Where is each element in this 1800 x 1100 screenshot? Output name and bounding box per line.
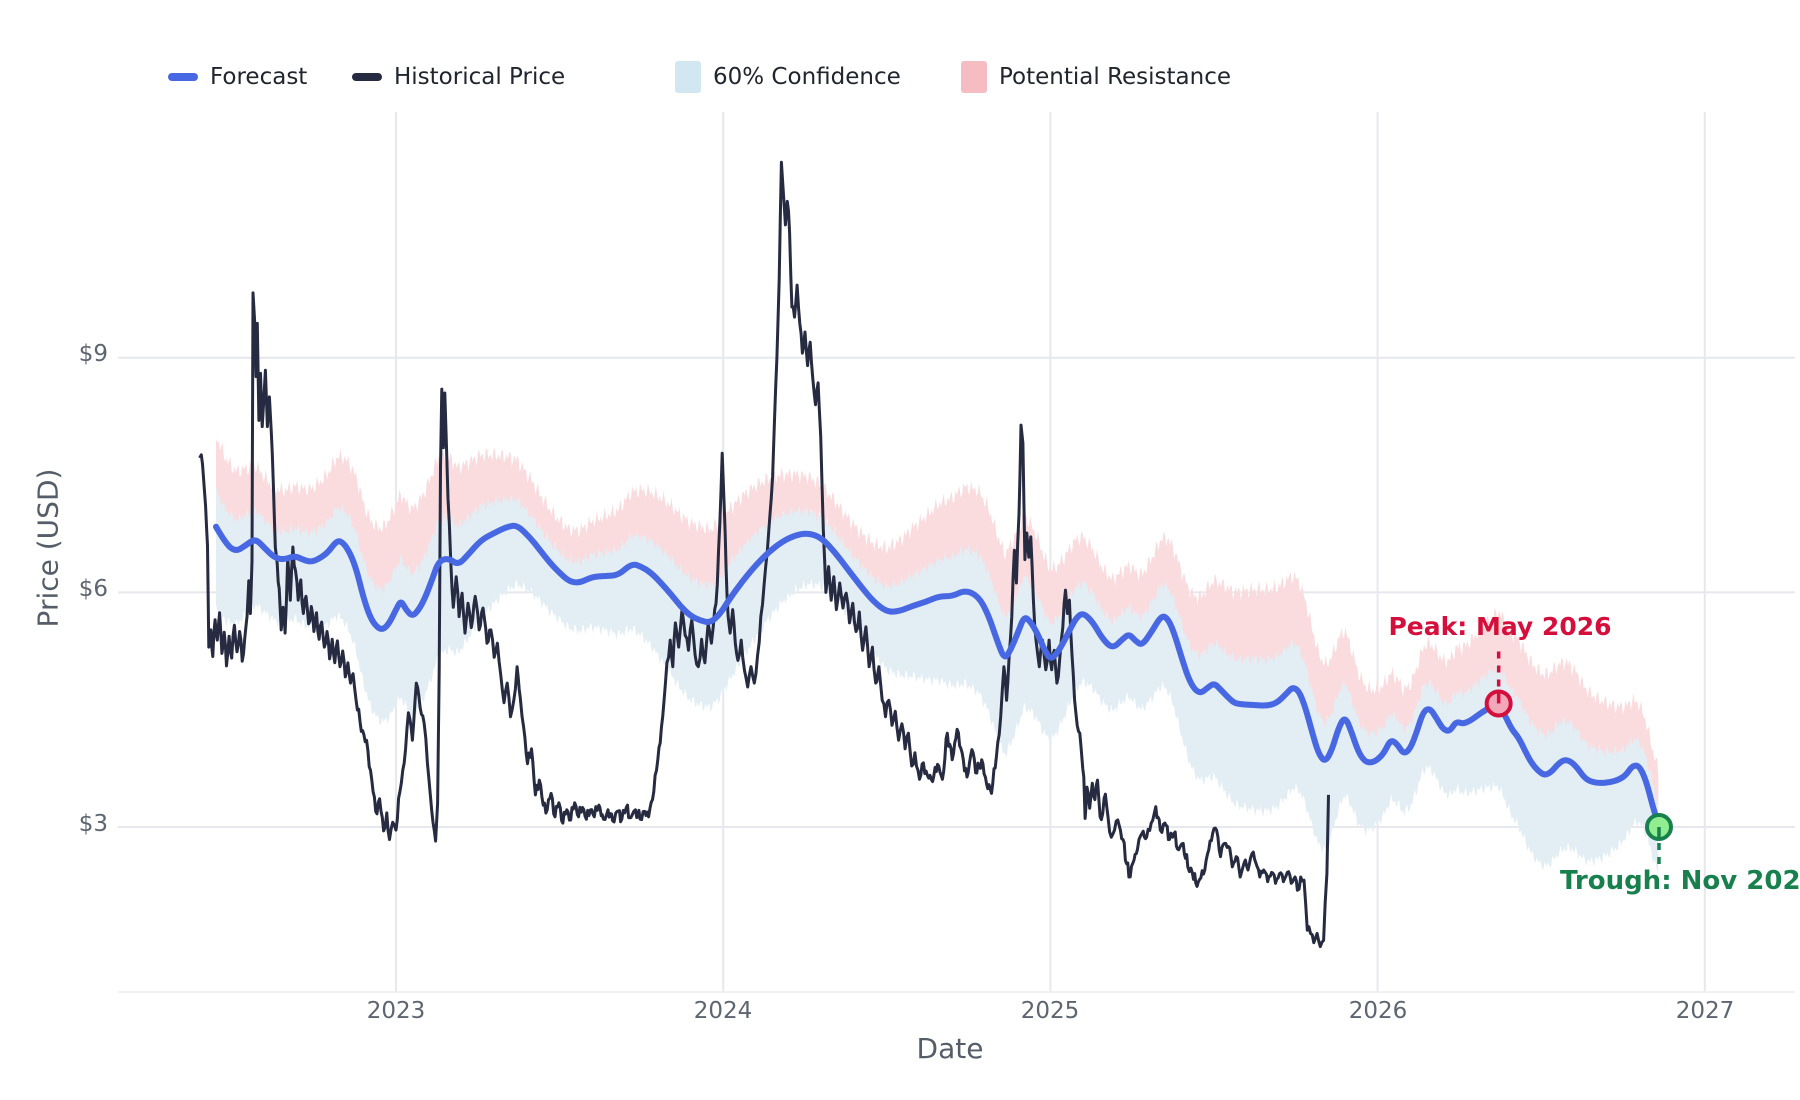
- historical-line-swatch-icon: [352, 73, 382, 81]
- legend-label: Forecast: [210, 64, 308, 90]
- peak-annotation: Peak: May 2026: [1388, 612, 1612, 641]
- confidence-band-swatch-icon: [675, 61, 701, 93]
- legend-label: Potential Resistance: [999, 64, 1232, 90]
- legend-item-historical-price[interactable]: Historical Price: [352, 55, 565, 99]
- legend-item-forecast[interactable]: Forecast: [168, 55, 307, 99]
- band-confidence: [216, 478, 1659, 871]
- x-tick-2027: 2027: [1675, 998, 1735, 1024]
- historical-price-line: [198, 160, 1330, 949]
- resistance-band-swatch-icon: [961, 61, 987, 93]
- x-tick-2024: 2024: [693, 998, 753, 1024]
- trough-annotation: Trough: Nov 2026: [1560, 866, 1800, 896]
- forecast-line: [213, 522, 1662, 830]
- y-tick-9: $9: [78, 341, 108, 367]
- annotation-markers: [1484, 651, 1673, 865]
- series-lines: [198, 160, 1662, 949]
- x-tick-2025: 2025: [1020, 998, 1080, 1024]
- bands: [216, 438, 1659, 871]
- legend-item-resistance[interactable]: Potential Resistance: [961, 55, 1231, 99]
- forecast-line-swatch-icon: [168, 73, 198, 81]
- x-tick-2023: 2023: [366, 998, 426, 1024]
- y-axis-title: Price (USD): [31, 468, 65, 628]
- legend-label: 60% Confidence: [713, 64, 901, 90]
- x-axis-title: Date: [916, 1032, 984, 1065]
- x-tick-2026: 2026: [1348, 998, 1408, 1024]
- y-tick-3: $3: [78, 811, 108, 837]
- band-resistance: [216, 438, 1659, 801]
- legend-label: Historical Price: [394, 64, 566, 90]
- y-tick-6: $6: [78, 576, 108, 602]
- legend-item-confidence[interactable]: 60% Confidence: [675, 55, 901, 99]
